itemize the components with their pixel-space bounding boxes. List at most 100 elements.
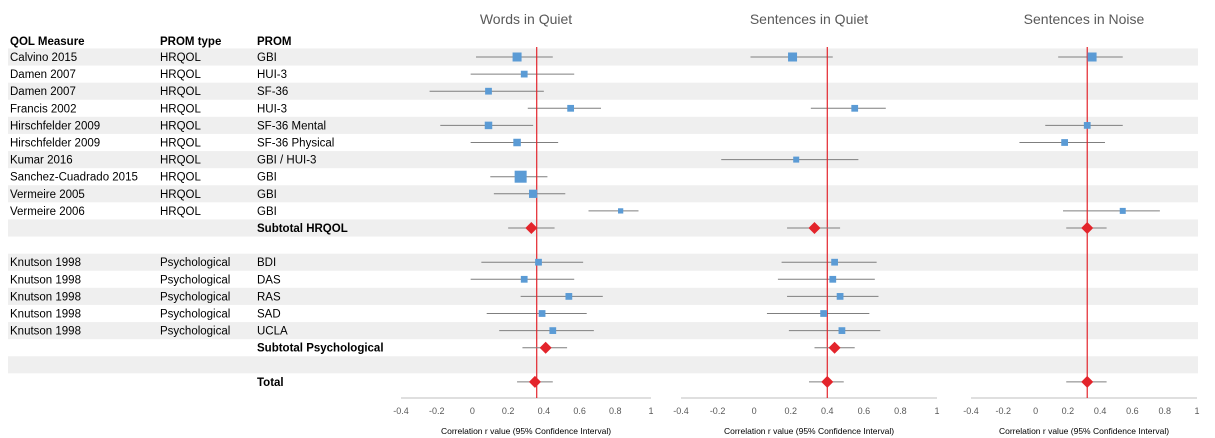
summary-diamond: [528, 375, 541, 388]
study-estimate-square: [485, 87, 492, 95]
row-band: [8, 253, 1198, 271]
panel-title: Sentences in Noise: [1024, 11, 1145, 27]
row-measure: Hirschfelder 2009: [10, 120, 100, 132]
row-prom: RAS: [257, 291, 281, 303]
row-prom: GBI: [257, 206, 277, 218]
study-estimate-square: [838, 327, 846, 334]
row-measure: Damen 2007: [10, 69, 76, 81]
x-tick-label: 1: [648, 406, 653, 416]
x-axis-label: Correlation r value (95% Confidence Inte…: [441, 426, 611, 436]
panel-title: Sentences in Quiet: [750, 11, 868, 27]
x-tick-label: 0.4: [1094, 406, 1107, 416]
row-prom-type: HRQOL: [160, 86, 202, 98]
x-tick-label: 0.6: [858, 406, 871, 416]
row-prom: SF-36 Physical: [257, 138, 334, 150]
x-axis-label: Correlation r value (95% Confidence Inte…: [724, 426, 894, 436]
row-measure: Francis 2002: [10, 103, 76, 115]
x-tick-label: 0.6: [1126, 406, 1139, 416]
row-measure: Knutson 1998: [10, 309, 81, 321]
col-header-measure: QOL Measure: [10, 36, 85, 48]
x-tick-label: 0: [752, 406, 757, 416]
col-header-type: PROM type: [160, 36, 221, 48]
x-tick-label: 0.4: [538, 406, 551, 416]
row-measure: Vermeire 2006: [10, 206, 85, 218]
row-prom-type: HRQOL: [160, 103, 202, 115]
study-estimate-square: [567, 104, 575, 112]
summary-diamond: [821, 375, 834, 388]
study-estimate-square: [829, 275, 837, 283]
x-tick-label: -0.4: [673, 406, 689, 416]
row-bands: [8, 48, 1198, 374]
row-prom: HUI-3: [257, 103, 287, 115]
forest-panel: Sentences in Noise -0.4 -0.2 0 0.2 0.4 0.6 0.8 1…: [963, 11, 1199, 436]
study-estimate-square: [1087, 52, 1097, 62]
row-prom-type: HRQOL: [160, 69, 202, 81]
study-estimate-square: [520, 275, 528, 283]
summary-diamond: [1081, 375, 1094, 388]
study-estimate-square: [1061, 139, 1069, 146]
study-estimate-square: [484, 121, 493, 130]
row-prom-type: Psychological: [160, 326, 230, 338]
x-tick-label: -0.4: [963, 406, 979, 416]
study-estimate-square: [520, 70, 528, 78]
x-axis-label: Correlation r value (95% Confidence Inte…: [999, 426, 1169, 436]
x-tick-label: -0.2: [429, 406, 445, 416]
row-prom: UCLA: [257, 326, 288, 338]
row-measure: Sanchez-Cuadrado 2015: [10, 172, 138, 184]
x-tick-label: -0.4: [393, 406, 409, 416]
row-band: [8, 287, 1198, 305]
study-estimate-square: [788, 52, 798, 62]
x-tick-label: -0.2: [710, 406, 726, 416]
summary-diamond: [828, 341, 841, 354]
row-prom-type: HRQOL: [160, 155, 202, 167]
row-prom-type: HRQOL: [160, 172, 202, 184]
row-prom-type: HRQOL: [160, 120, 202, 132]
study-estimate-square: [831, 258, 838, 266]
study-estimate-square: [514, 170, 527, 183]
row-measure: Knutson 1998: [10, 257, 81, 269]
x-tick-label: 0.4: [821, 406, 834, 416]
x-tick-label: 0.8: [894, 406, 907, 416]
row-band: [8, 356, 1198, 374]
row-prom: GBI / HUI-3: [257, 155, 316, 167]
x-tick-label: 0.8: [609, 406, 622, 416]
row-band: [8, 151, 1198, 169]
row-prom: GBI: [257, 52, 277, 64]
summary-diamond: [525, 222, 538, 234]
x-tick-label: 0.6: [573, 406, 586, 416]
x-tick-label: 0.2: [1062, 406, 1075, 416]
x-tick-label: 0: [1033, 406, 1038, 416]
row-prom: HUI-3: [257, 69, 287, 81]
x-tick-label: 1: [1194, 406, 1199, 416]
row-band: [8, 82, 1198, 100]
row-prom: DAS: [257, 274, 281, 286]
row-measure: Vermeire 2005: [10, 189, 85, 201]
x-tick-label: 1: [934, 406, 939, 416]
summary-diamond: [539, 341, 552, 354]
row-band: [8, 185, 1198, 203]
row-band: [8, 48, 1198, 66]
row-prom: SAD: [257, 309, 281, 321]
row-measure: Kumar 2016: [10, 155, 73, 167]
x-tick-label: 0.2: [784, 406, 797, 416]
study-estimate-square: [820, 310, 828, 317]
row-prom: GBI: [257, 189, 277, 201]
row-prom-type: HRQOL: [160, 138, 202, 150]
study-estimate-square: [1119, 207, 1126, 214]
row-band: [8, 219, 1198, 237]
row-prom-type: HRQOL: [160, 52, 202, 64]
panel-title: Words in Quiet: [480, 11, 572, 27]
study-estimate-square: [512, 52, 522, 62]
row-summary-label: Subtotal HRQOL: [257, 223, 348, 235]
row-prom-type: Psychological: [160, 291, 230, 303]
x-tick-label: 0.2: [502, 406, 515, 416]
row-measure: Knutson 1998: [10, 274, 81, 286]
study-estimate-square: [618, 208, 624, 214]
study-estimate-square: [565, 293, 573, 300]
study-estimate-square: [513, 138, 521, 147]
row-prom: BDI: [257, 257, 276, 269]
row-prom: SF-36 Mental: [257, 120, 326, 132]
study-table: Calvino 2015 HRQOL GBI Damen 2007 HRQOL HUI-3…: [10, 52, 384, 389]
study-estimate-square: [535, 258, 542, 266]
forest-panel: Words in Quiet -0.4 -0.2 0 0.2 0.4 0.6 0.8 1 Corr…: [393, 11, 653, 436]
